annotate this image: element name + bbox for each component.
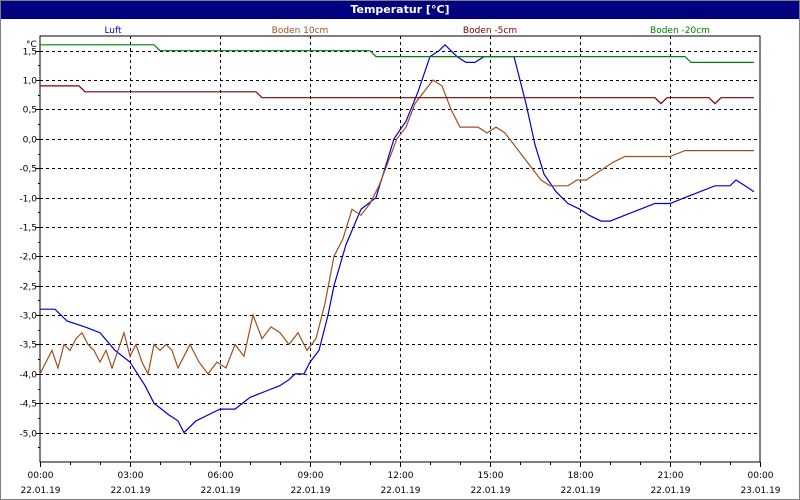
y-tick-label: -3,0 <box>19 312 37 322</box>
series-line-3 <box>40 85 754 105</box>
y-tick-label: -4,0 <box>19 371 37 381</box>
series-line-1 <box>40 43 755 434</box>
y-axis-label: °C <box>26 40 37 50</box>
x-tick-date-label: 22.01.19 <box>650 486 690 496</box>
y-tick-label: -1,5 <box>19 224 37 234</box>
x-tick-time-label: 03:00 <box>118 471 144 481</box>
legend-entry: Boden 10cm <box>272 26 329 36</box>
x-tick-date-label: 22.01.19 <box>560 486 600 496</box>
x-tick-date-label: 22.01.19 <box>20 486 60 496</box>
x-tick-date-label: 23.01.19 <box>740 486 780 496</box>
y-tick-label: -2,0 <box>19 253 37 263</box>
series-line-2 <box>39 79 754 376</box>
x-tick-time-label: 21:00 <box>658 471 684 481</box>
window-title: Temperatur [°C] <box>1 1 799 19</box>
x-tick-date-label: 22.01.19 <box>380 486 420 496</box>
x-tick-time-label: 12:00 <box>388 471 414 481</box>
x-tick-time-label: 09:00 <box>298 471 324 481</box>
y-tick-label: 1,0 <box>23 77 38 87</box>
x-tick-date-label: 22.01.19 <box>470 486 510 496</box>
legend-entry: Luft <box>104 26 122 36</box>
series-line-4 <box>40 44 754 64</box>
y-tick-label: -5,0 <box>19 430 37 440</box>
x-tick-date-label: 22.01.19 <box>110 486 150 496</box>
x-tick-time-label: 00:00 <box>28 471 54 481</box>
y-tick-label: -0,5 <box>19 165 37 175</box>
y-tick-label: 0,0 <box>23 136 38 146</box>
x-tick-time-label: 00:00 <box>748 471 774 481</box>
x-tick-time-label: 15:00 <box>478 471 504 481</box>
y-tick-label: -1,0 <box>19 195 37 205</box>
legend-entry: Boden -5cm <box>463 26 517 36</box>
y-tick-label: -3,5 <box>19 341 37 351</box>
y-tick-label: 1,5 <box>23 48 37 58</box>
x-tick-time-label: 18:00 <box>568 471 594 481</box>
x-tick-date-label: 22.01.19 <box>200 486 240 496</box>
x-tick-date-label: 22.01.19 <box>290 486 330 496</box>
y-tick-label: -4,5 <box>19 400 37 410</box>
y-tick-label: -2,5 <box>19 283 37 293</box>
x-tick-time-label: 06:00 <box>208 471 234 481</box>
legend-entry: Boden -20cm <box>650 26 710 36</box>
y-tick-label: 0,5 <box>23 106 37 116</box>
